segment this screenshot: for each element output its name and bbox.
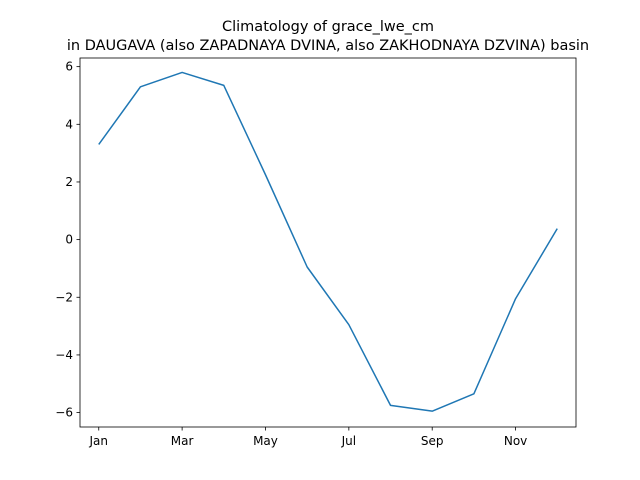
series-line (98, 71, 558, 412)
y-tick-label: −2 (55, 290, 73, 304)
x-tick-label: Jul (341, 434, 356, 448)
x-tick-label: Mar (171, 434, 194, 448)
axes-frame (79, 57, 577, 428)
x-tick-label: Jan (89, 434, 109, 448)
y-tick-label: 6 (65, 60, 73, 74)
y-tick-label: −6 (55, 406, 73, 420)
y-tick-label: 0 (65, 233, 73, 247)
y-tick-label: −4 (55, 348, 73, 362)
x-tick-label: Nov (504, 434, 527, 448)
y-tick-label: 4 (65, 117, 73, 131)
x-tick-label: Sep (421, 434, 444, 448)
chart-title: Climatology of grace_lwe_cm (222, 19, 434, 35)
y-tick-label: 2 (65, 175, 73, 189)
plot-area: −6 −4 −2 0 2 4 6 Jan Mar May Jul Sep Nov (55, 57, 577, 448)
chart-subtitle: in DAUGAVA (also ZAPADNAYA DVINA, also Z… (67, 38, 589, 54)
x-tick-label: May (253, 434, 278, 448)
